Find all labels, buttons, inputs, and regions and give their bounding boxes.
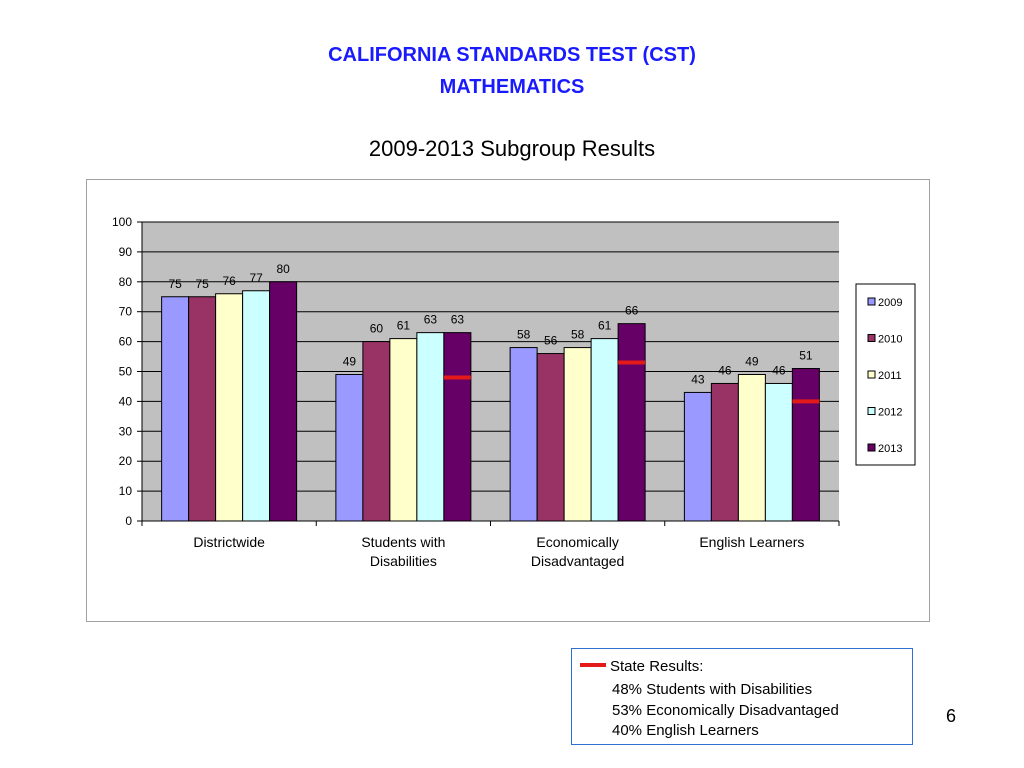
bar bbox=[416, 332, 445, 522]
bar-value-label: 66 bbox=[625, 304, 639, 318]
bar-value-label: 58 bbox=[571, 328, 585, 342]
legend-box bbox=[855, 283, 916, 466]
bar bbox=[242, 290, 271, 522]
legend-swatch bbox=[867, 407, 876, 415]
bar bbox=[791, 368, 820, 522]
bar-value-label: 58 bbox=[517, 328, 531, 342]
bar bbox=[269, 281, 298, 522]
bar-value-label: 63 bbox=[451, 313, 465, 327]
note-line-english-learners: 40% English Learners bbox=[612, 722, 759, 739]
chart-subtitle: 2009-2013 Subgroup Results bbox=[368, 136, 656, 161]
bar-value-label: 60 bbox=[370, 322, 384, 336]
chart-title-line-2: MATHEMATICS bbox=[439, 76, 585, 98]
bar-value-label: 51 bbox=[799, 349, 813, 363]
bar-value-label: 46 bbox=[772, 363, 786, 377]
y-tick-label: 40 bbox=[119, 394, 133, 408]
y-tick-label: 80 bbox=[119, 275, 133, 289]
y-tick-label: 10 bbox=[119, 484, 133, 498]
bar-chart: 0 10 20 30 40 50 60 70 80 90 100 75 75 76 77 80 District… bbox=[112, 215, 916, 569]
bar-value-label: 49 bbox=[343, 354, 357, 368]
y-tick-label: 100 bbox=[112, 215, 132, 229]
state-result-marker-icon bbox=[580, 663, 606, 667]
bar bbox=[509, 347, 538, 522]
legend-label: 2012 bbox=[878, 407, 902, 419]
bar bbox=[362, 341, 391, 522]
bar bbox=[335, 373, 364, 522]
y-tick-label: 90 bbox=[119, 245, 133, 259]
category-label: Economically bbox=[536, 534, 618, 550]
category-label: Disadvantaged bbox=[531, 553, 624, 569]
page-number: 6 bbox=[946, 706, 957, 726]
bar-value-label: 61 bbox=[598, 319, 612, 333]
y-tick-label: 70 bbox=[119, 305, 133, 319]
chart-title-line-1: CALIFORNIA STANDARDS TEST (CST) bbox=[328, 44, 696, 66]
y-tick-label: 0 bbox=[125, 514, 132, 528]
bar bbox=[764, 382, 793, 522]
y-tick-label: 60 bbox=[119, 335, 133, 349]
bar-value-label: 61 bbox=[397, 319, 411, 333]
legend-label: 2009 bbox=[878, 297, 902, 309]
y-tick-label: 50 bbox=[119, 365, 133, 379]
category-label: Districtwide bbox=[193, 534, 265, 550]
bar-value-label: 75 bbox=[195, 277, 209, 291]
legend-swatch bbox=[867, 334, 876, 342]
note-heading: State Results: bbox=[610, 658, 704, 675]
bar-value-label: 49 bbox=[745, 354, 759, 368]
category-label: Disabilities bbox=[370, 553, 437, 569]
chart-area: 0 10 20 30 40 50 60 70 80 90 100 75 75 76 77 80 District… bbox=[86, 179, 930, 622]
bar bbox=[536, 353, 565, 522]
legend-swatch bbox=[867, 370, 876, 379]
bar-value-label: 46 bbox=[718, 363, 732, 377]
state-results-note: State Results: 48% Students with Disabil… bbox=[571, 648, 913, 745]
y-tick-label: 20 bbox=[119, 454, 133, 468]
note-line-disabilities: 48% Students with Disabilities bbox=[612, 681, 813, 698]
legend-swatch bbox=[867, 297, 876, 306]
bar bbox=[683, 391, 712, 522]
category-label: Students with bbox=[361, 534, 445, 550]
category-label: English Learners bbox=[699, 534, 804, 550]
bar-value-label: 63 bbox=[424, 313, 438, 327]
bar bbox=[161, 296, 190, 522]
y-tick-label: 30 bbox=[119, 424, 133, 438]
bar-value-label: 56 bbox=[544, 334, 558, 348]
bar bbox=[443, 332, 472, 522]
bar bbox=[389, 338, 418, 522]
bar-value-label: 76 bbox=[222, 274, 236, 288]
bar-value-label: 43 bbox=[691, 372, 705, 386]
bar-value-label: 75 bbox=[168, 277, 182, 291]
bar bbox=[188, 296, 217, 522]
bar bbox=[563, 347, 592, 522]
bar bbox=[617, 323, 646, 522]
bar bbox=[215, 293, 244, 522]
legend-label: 2013 bbox=[878, 443, 902, 455]
bar-value-label: 80 bbox=[276, 262, 290, 276]
note-line-economically-disadvantaged: 53% Economically Disadvantaged bbox=[612, 701, 839, 719]
bar-value-label: 77 bbox=[249, 271, 263, 285]
bar bbox=[590, 338, 619, 522]
legend-label: 2010 bbox=[878, 334, 902, 346]
bar bbox=[710, 382, 739, 522]
bar bbox=[737, 373, 766, 522]
legend-swatch bbox=[867, 443, 876, 452]
legend-label: 2011 bbox=[878, 370, 902, 382]
